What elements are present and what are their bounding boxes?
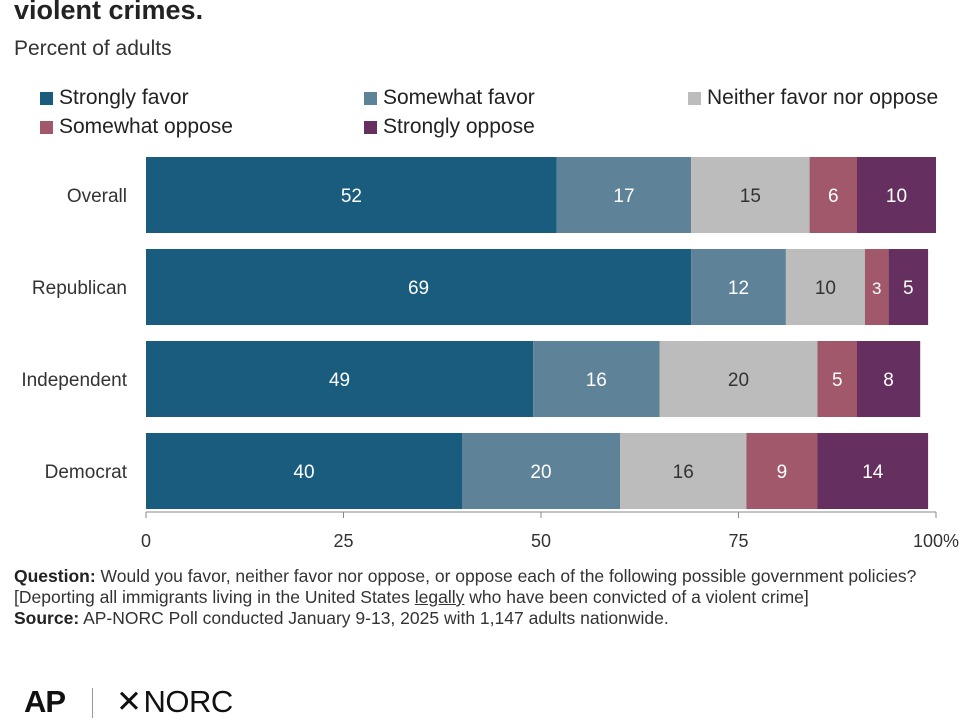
norc-mark-icon: ✕ bbox=[116, 684, 142, 719]
category-label-democrat: Democrat bbox=[45, 462, 128, 483]
question-note: Question: Would you favor, neither favor… bbox=[14, 566, 964, 608]
x-tick-label-50: 50 bbox=[531, 531, 551, 551]
data-label-democrat-somewhat-oppose: 9 bbox=[777, 462, 788, 483]
source-note: Source: AP-NORC Poll conducted January 9… bbox=[14, 608, 964, 629]
x-tick-label-0: 0 bbox=[141, 531, 151, 551]
bar-overall-neither-favor-nor-oppose bbox=[691, 157, 810, 233]
x-tick-label-100: 100% bbox=[913, 531, 959, 551]
norc-logo-text: NORC bbox=[143, 684, 233, 719]
data-label-independent-somewhat-favor: 16 bbox=[586, 370, 607, 391]
data-label-republican-somewhat-favor: 12 bbox=[728, 278, 749, 299]
question-text-2: who have been convicted of a violent cri… bbox=[469, 587, 809, 607]
bar-overall-somewhat-oppose bbox=[809, 157, 857, 233]
category-label-republican: Republican bbox=[32, 278, 127, 299]
bar-republican-strongly-oppose bbox=[888, 249, 929, 325]
bar-republican-neither-favor-nor-oppose bbox=[785, 249, 865, 325]
bar-democrat-somewhat-favor bbox=[462, 433, 620, 509]
norc-logo: ✕NORC bbox=[116, 684, 233, 720]
ap-logo: AP bbox=[24, 684, 66, 719]
chart-title: violent crimes. bbox=[14, 0, 204, 25]
data-label-independent-strongly-favor: 49 bbox=[329, 370, 350, 391]
x-tick-label-25: 25 bbox=[333, 531, 353, 551]
source-label: Source: bbox=[14, 608, 80, 628]
question-underlined: legally bbox=[414, 587, 465, 607]
bar-democrat-somewhat-oppose bbox=[746, 433, 818, 509]
bar-independent-neither-favor-nor-oppose bbox=[659, 341, 818, 417]
bar-independent-somewhat-favor bbox=[533, 341, 660, 417]
bar-republican-strongly-favor bbox=[146, 249, 692, 325]
data-label-republican-neither-favor-nor-oppose: 10 bbox=[815, 278, 836, 299]
data-label-republican-somewhat-oppose: 3 bbox=[872, 279, 881, 298]
category-label-overall: Overall bbox=[67, 186, 127, 207]
data-label-democrat-strongly-oppose: 14 bbox=[862, 462, 884, 483]
bar-republican-somewhat-oppose bbox=[864, 249, 889, 325]
data-label-independent-strongly-oppose: 8 bbox=[883, 370, 894, 391]
bar-democrat-neither-favor-nor-oppose bbox=[620, 433, 747, 509]
bar-overall-somewhat-favor bbox=[556, 157, 692, 233]
data-label-democrat-somewhat-favor: 20 bbox=[530, 462, 551, 483]
bar-republican-somewhat-favor bbox=[691, 249, 786, 325]
data-label-overall-neither-favor-nor-oppose: 15 bbox=[740, 186, 761, 207]
source-text: AP-NORC Poll conducted January 9-13, 202… bbox=[83, 608, 669, 628]
stacked-bar-chart: Overall 52 17 15 6 10 Republican 69 12 10 3 5 Indepe… bbox=[21, 157, 959, 551]
bar-democrat-strongly-favor bbox=[146, 433, 462, 509]
data-label-independent-somewhat-oppose: 5 bbox=[832, 370, 843, 391]
x-tick-label-75: 75 bbox=[728, 531, 748, 551]
question-label: Question: bbox=[14, 566, 96, 586]
chart-subtitle: Percent of adults bbox=[14, 37, 172, 60]
data-label-democrat-neither-favor-nor-oppose: 16 bbox=[673, 462, 694, 483]
bar-overall-strongly-favor bbox=[146, 157, 557, 233]
data-label-independent-neither-favor-nor-oppose: 20 bbox=[728, 370, 749, 391]
logo-divider bbox=[92, 688, 93, 718]
data-label-overall-somewhat-favor: 17 bbox=[613, 186, 634, 207]
category-label-independent: Independent bbox=[21, 370, 127, 391]
data-label-overall-strongly-oppose: 10 bbox=[886, 186, 907, 207]
question-text-1: Would you favor, neither favor nor oppos… bbox=[14, 566, 917, 607]
data-label-overall-somewhat-oppose: 6 bbox=[828, 186, 839, 207]
data-label-republican-strongly-favor: 69 bbox=[408, 278, 429, 299]
data-label-republican-strongly-oppose: 5 bbox=[903, 278, 914, 299]
bar-overall-strongly-oppose bbox=[857, 157, 936, 233]
data-label-overall-strongly-favor: 52 bbox=[341, 186, 362, 207]
bar-independent-strongly-oppose bbox=[857, 341, 921, 417]
data-label-democrat-strongly-favor: 40 bbox=[293, 462, 314, 483]
bar-democrat-strongly-oppose bbox=[817, 433, 929, 509]
chart-footer: Question: Would you favor, neither favor… bbox=[14, 566, 964, 629]
bar-independent-somewhat-oppose bbox=[817, 341, 857, 417]
bar-independent-strongly-favor bbox=[146, 341, 534, 417]
